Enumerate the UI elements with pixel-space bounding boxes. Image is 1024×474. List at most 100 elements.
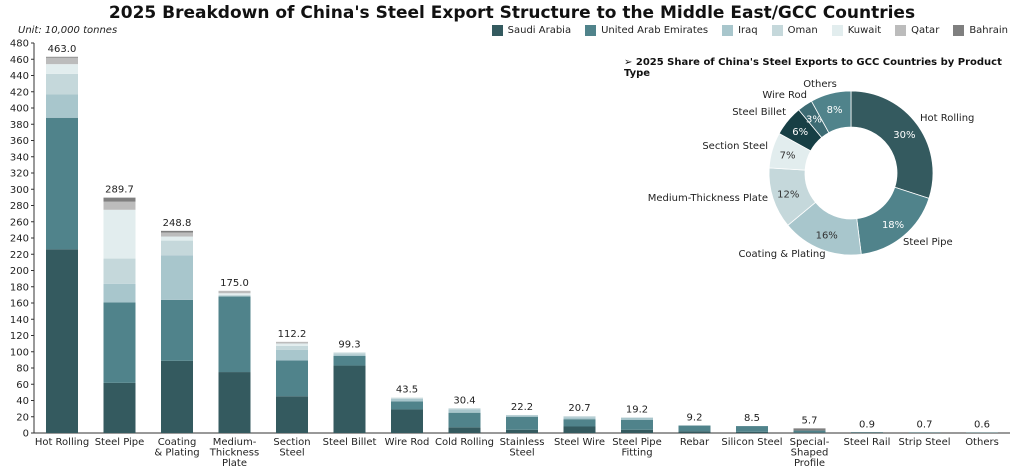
bar-segment <box>851 432 883 433</box>
bar-segment <box>46 57 78 65</box>
legend-label: Qatar <box>911 25 940 36</box>
x-tick-label: Shaped <box>791 448 829 459</box>
x-tick-label: Rebar <box>680 437 710 448</box>
donut-percent-label: 12% <box>777 189 799 200</box>
legend-swatch <box>953 25 965 36</box>
bar-segment <box>391 398 423 402</box>
bar-segment <box>161 299 193 361</box>
donut-percent-label: 30% <box>893 130 915 141</box>
bar-total-label: 43.5 <box>396 385 418 396</box>
bar-segment <box>621 429 653 433</box>
y-tick-label: 160 <box>10 299 29 310</box>
x-tick-label: Steel Pipe <box>95 437 145 448</box>
y-tick-label: 20 <box>16 412 29 423</box>
bar-segment <box>46 73 78 95</box>
y-tick-label: 220 <box>10 250 29 261</box>
bar-segment <box>621 417 653 418</box>
y-tick-label: 180 <box>10 282 29 293</box>
x-tick-label: Cold Rolling <box>435 437 494 448</box>
y-tick-label: 400 <box>10 104 29 115</box>
bar-total-label: 20.7 <box>568 403 590 414</box>
bar-segment <box>506 416 538 430</box>
bar-total-label: 19.2 <box>626 404 648 415</box>
legend-swatch <box>831 25 843 36</box>
y-tick-label: 120 <box>10 331 29 342</box>
chart-title: 2025 Breakdown of China's Steel Export S… <box>108 3 916 23</box>
bar-segment <box>563 419 596 427</box>
y-tick-label: 260 <box>10 217 29 228</box>
bar-segment <box>391 409 423 433</box>
bar-segment <box>678 431 711 433</box>
bar-segment <box>103 258 136 284</box>
y-tick-label: 460 <box>10 55 29 66</box>
y-tick-label: 280 <box>10 201 29 212</box>
x-tick-label: Others <box>965 437 999 448</box>
bar-segment <box>333 355 366 366</box>
y-tick-label: 60 <box>16 380 29 391</box>
donut-slice <box>810 90 852 134</box>
x-tick-label: Silicon Steel <box>721 437 782 448</box>
legend-item: Qatar <box>895 25 939 36</box>
bar-segment <box>563 416 596 418</box>
bar-segment <box>448 409 481 413</box>
bar-segment <box>793 428 826 431</box>
bar-segment <box>103 302 136 383</box>
donut-percent-label: 3% <box>806 114 822 125</box>
x-tick-label: Stainless <box>500 437 545 448</box>
y-tick-label: 300 <box>10 185 29 196</box>
x-tick-label: Hot Rolling <box>35 437 89 448</box>
bar-segment <box>218 290 251 294</box>
donut-category-label: Steel Pipe <box>903 237 953 248</box>
legend-swatch <box>771 25 783 36</box>
legend-label: United Arab Emirates <box>601 25 709 36</box>
y-tick-label: 200 <box>10 266 29 277</box>
bar-segment <box>218 294 251 297</box>
bar-total-label: 99.3 <box>338 339 360 350</box>
bar-segment <box>161 360 193 433</box>
bar-total-label: 0.9 <box>859 419 875 430</box>
y-tick-label: 360 <box>10 136 29 147</box>
donut-category-label: Wire Rod <box>762 90 807 101</box>
bar-segment <box>46 94 78 118</box>
bar-segment <box>391 397 423 399</box>
bar-segment <box>161 255 193 300</box>
y-tick-label: 40 <box>16 396 29 407</box>
donut-category-label: Hot Rolling <box>920 113 974 124</box>
bar-segment <box>793 432 826 433</box>
bar-segment <box>218 293 251 295</box>
x-tick-label: Steel <box>509 448 534 459</box>
bar-segment <box>563 417 596 420</box>
legend-item: Saudi Arabia <box>491 25 571 36</box>
bar-segment <box>161 232 193 237</box>
donut-category-label: Coating & Plating <box>738 249 825 260</box>
bar-segment <box>736 426 768 432</box>
x-tick-label: Steel Billet <box>323 437 377 448</box>
legend-item: Oman <box>771 25 818 36</box>
donut-category-label: Section Steel <box>702 141 768 152</box>
bar-total-label: 463.0 <box>48 44 77 55</box>
x-tick-label: Steel Rail <box>844 437 891 448</box>
bar-segment <box>218 296 251 373</box>
bar-segment <box>276 345 308 350</box>
x-tick-label: Strip Steel <box>898 437 950 448</box>
bar-segment <box>161 230 193 233</box>
bar-segment <box>276 396 308 433</box>
bar-segment <box>391 401 423 410</box>
y-tick-label: 80 <box>16 364 29 375</box>
bar-segment <box>46 249 78 433</box>
bar-segment <box>103 197 136 202</box>
legend-item: United Arab Emirates <box>585 25 708 36</box>
legend: Saudi Arabia United Arab Emirates Iraq Oman… <box>491 25 1008 36</box>
legend-swatch <box>895 25 907 36</box>
bar-segment <box>218 372 251 433</box>
bar-total-label: 112.2 <box>278 329 307 340</box>
bar-segment <box>103 382 136 433</box>
bar-segment <box>448 412 481 428</box>
bar-segment <box>103 283 136 303</box>
y-tick-label: 340 <box>10 152 29 163</box>
x-tick-label: Medium- <box>213 437 257 448</box>
donut-percent-label: 18% <box>882 220 904 231</box>
bar-total-label: 175.0 <box>220 278 249 289</box>
y-tick-label: 440 <box>10 71 29 82</box>
x-tick-label: Thickness <box>209 448 259 459</box>
